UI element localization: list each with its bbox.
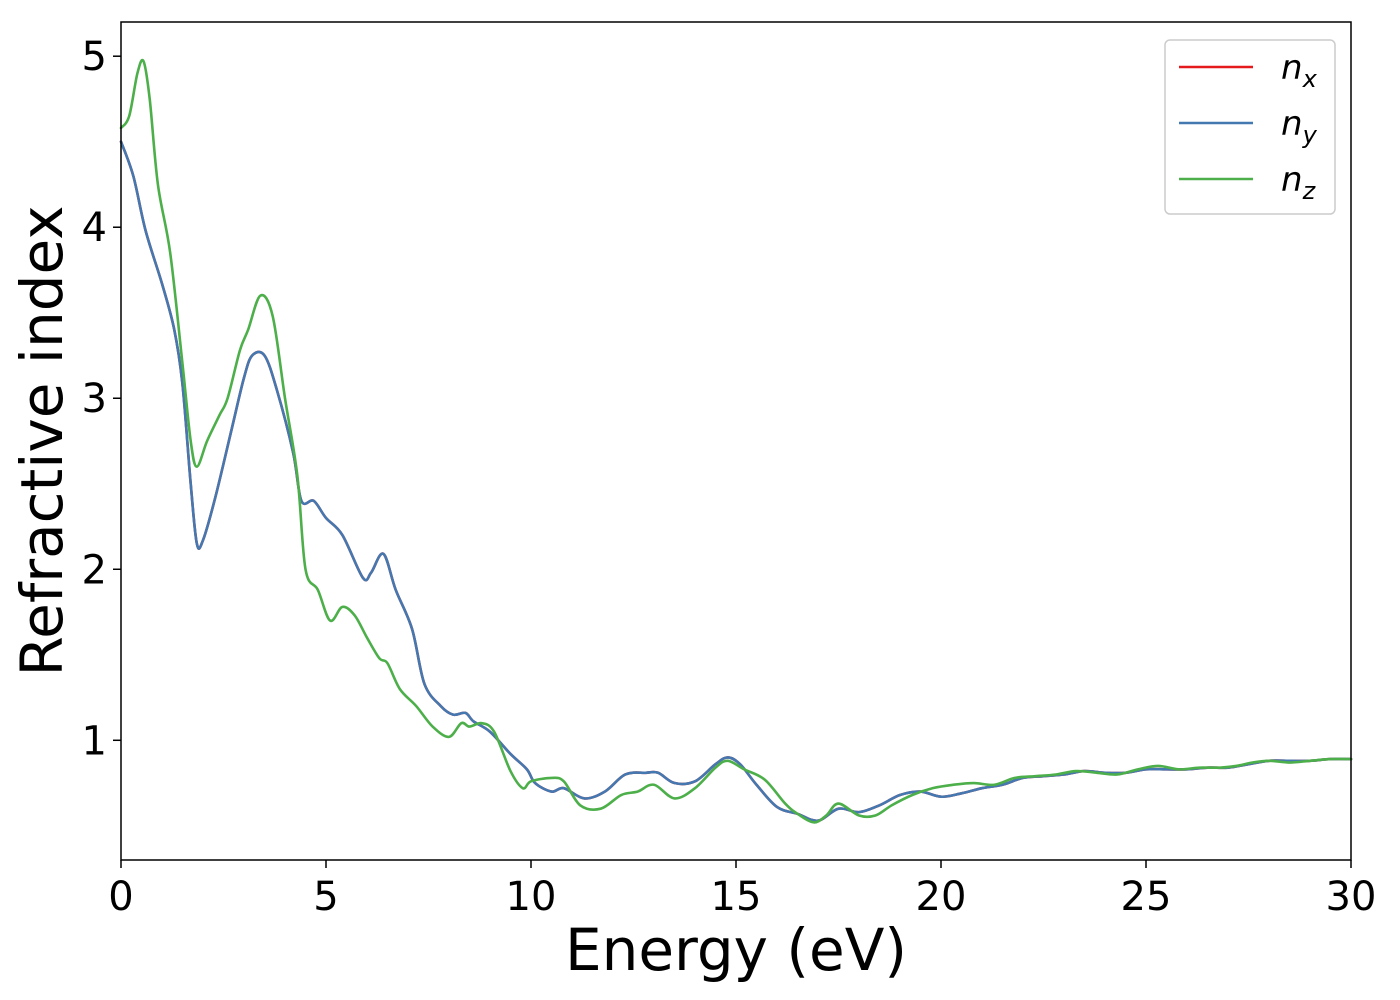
x-tick-label: 5: [313, 874, 338, 920]
series-line-nz: [119, 58, 1353, 824]
y-tick-label: 5: [82, 34, 107, 80]
y-tick-label: 4: [82, 205, 107, 251]
x-axis-title: Energy (eV): [565, 916, 907, 984]
x-tick-label: 25: [1121, 874, 1172, 920]
y-tick-label: 3: [82, 376, 107, 422]
x-tick-label: 20: [916, 874, 967, 920]
y-tick-label: 1: [82, 718, 107, 764]
legend-label-nz: nz: [1281, 160, 1317, 205]
x-tick-label: 10: [506, 874, 557, 920]
legend-box: [1164, 39, 1336, 215]
x-tick-label: 15: [711, 874, 762, 920]
y-axis-ticks: 1 2 3 4 5: [82, 34, 121, 764]
series-lines: [119, 58, 1353, 824]
plot-area: [121, 22, 1351, 860]
x-tick-label: 30: [1326, 874, 1377, 920]
y-axis-title: Refractive index: [8, 205, 76, 676]
x-tick-label: 0: [108, 874, 133, 920]
y-tick-label: 2: [82, 547, 107, 593]
x-axis-ticks: 0 5 10 15 20 25 30: [108, 860, 1376, 920]
